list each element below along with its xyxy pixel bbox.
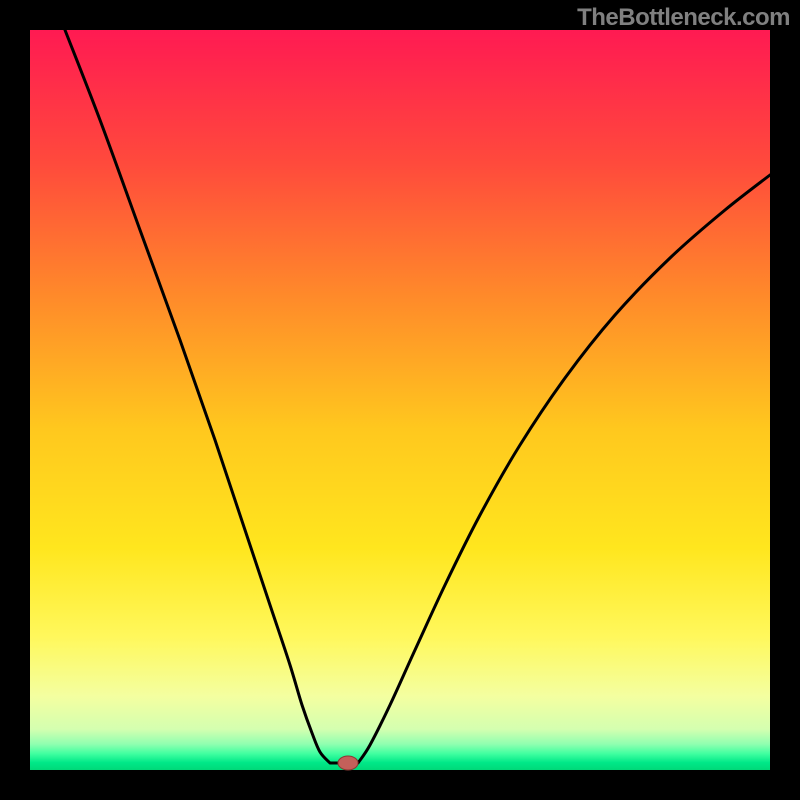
watermark-text: TheBottleneck.com [577, 4, 790, 32]
optimal-marker [338, 756, 358, 770]
chart-container: { "watermark": "TheBottleneck.com", "cha… [0, 0, 800, 800]
plot-area [30, 30, 770, 770]
bottleneck-chart [0, 0, 800, 800]
